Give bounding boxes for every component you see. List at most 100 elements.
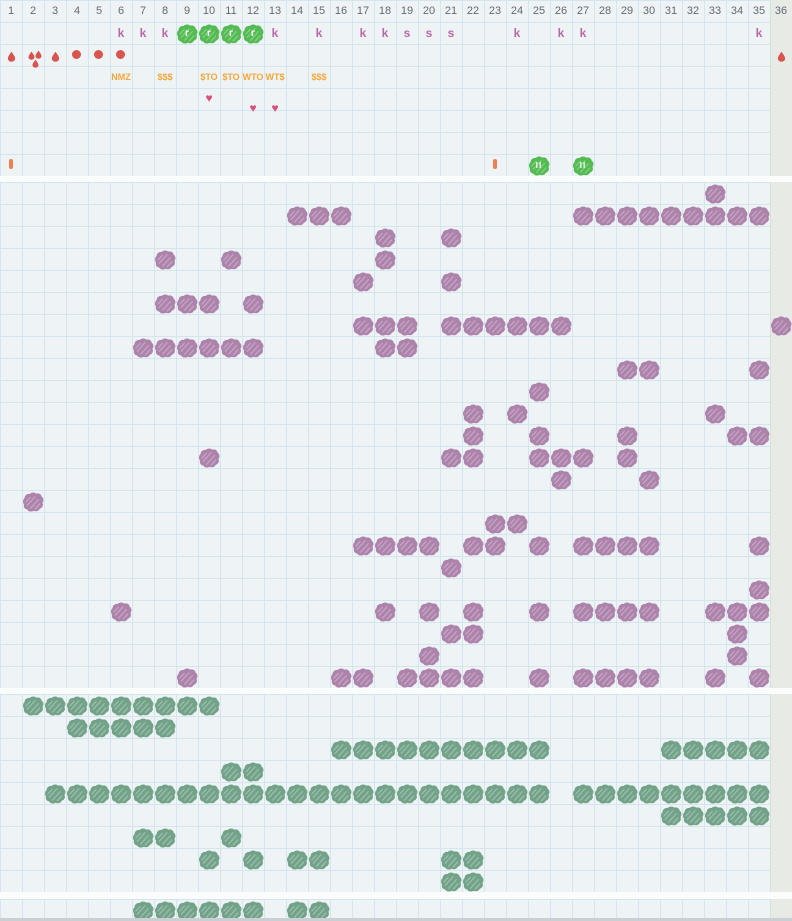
green-mark[interactable] xyxy=(133,718,154,738)
green-mark[interactable] xyxy=(639,784,660,804)
green-mark[interactable] xyxy=(111,718,132,738)
purple-mark[interactable] xyxy=(441,624,462,644)
purple-mark[interactable] xyxy=(749,580,770,600)
letter-mark[interactable]: s xyxy=(447,26,455,40)
green-mark[interactable] xyxy=(573,784,594,804)
purple-mark[interactable] xyxy=(639,536,660,556)
purple-mark[interactable] xyxy=(243,294,264,314)
purple-mark[interactable] xyxy=(529,536,550,556)
green-mark[interactable] xyxy=(375,784,396,804)
green-mark[interactable] xyxy=(749,740,770,760)
purple-mark[interactable] xyxy=(155,250,176,270)
drop-mark[interactable] xyxy=(51,49,60,60)
dot-mark[interactable] xyxy=(72,50,81,59)
purple-mark[interactable] xyxy=(749,536,770,556)
purple-mark[interactable] xyxy=(155,338,176,358)
purple-mark[interactable] xyxy=(441,448,462,468)
purple-mark[interactable] xyxy=(749,206,770,226)
green-mark[interactable] xyxy=(727,740,748,760)
drop-mark[interactable] xyxy=(777,49,786,60)
green-mark[interactable] xyxy=(45,696,66,716)
green-mark[interactable] xyxy=(331,740,352,760)
purple-mark[interactable] xyxy=(551,316,572,336)
green-mark[interactable] xyxy=(111,696,132,716)
purple-mark[interactable] xyxy=(727,646,748,666)
purple-mark[interactable] xyxy=(727,206,748,226)
green-mark[interactable] xyxy=(155,696,176,716)
letter-mark[interactable]: k xyxy=(755,26,763,40)
purple-mark[interactable] xyxy=(441,316,462,336)
green-mark[interactable] xyxy=(89,784,110,804)
purple-mark[interactable] xyxy=(617,668,638,688)
green-mark[interactable] xyxy=(287,784,308,804)
purple-mark[interactable] xyxy=(529,448,550,468)
green-mark[interactable] xyxy=(331,784,352,804)
purple-mark[interactable] xyxy=(397,668,418,688)
green-mark[interactable] xyxy=(463,872,484,892)
green-stamp-mark[interactable]: r xyxy=(221,24,242,44)
purple-mark[interactable] xyxy=(617,360,638,380)
purple-mark[interactable] xyxy=(595,206,616,226)
purple-mark[interactable] xyxy=(705,206,726,226)
purple-mark[interactable] xyxy=(639,206,660,226)
green-mark[interactable] xyxy=(463,850,484,870)
letter-mark[interactable]: k xyxy=(557,26,565,40)
purple-mark[interactable] xyxy=(463,426,484,446)
green-mark[interactable] xyxy=(375,740,396,760)
purple-mark[interactable] xyxy=(661,206,682,226)
green-mark[interactable] xyxy=(683,784,704,804)
green-mark[interactable] xyxy=(419,784,440,804)
green-mark[interactable] xyxy=(485,784,506,804)
purple-mark[interactable] xyxy=(441,272,462,292)
green-mark[interactable] xyxy=(111,784,132,804)
purple-mark[interactable] xyxy=(199,338,220,358)
purple-mark[interactable] xyxy=(529,602,550,622)
green-mark[interactable] xyxy=(683,740,704,760)
purple-mark[interactable] xyxy=(155,294,176,314)
purple-mark[interactable] xyxy=(177,294,198,314)
purple-mark[interactable] xyxy=(639,602,660,622)
green-mark[interactable] xyxy=(705,806,726,826)
purple-mark[interactable] xyxy=(595,668,616,688)
purple-mark[interactable] xyxy=(617,206,638,226)
purple-mark[interactable] xyxy=(375,250,396,270)
purple-mark[interactable] xyxy=(221,250,242,270)
purple-mark[interactable] xyxy=(485,316,506,336)
green-mark[interactable] xyxy=(507,784,528,804)
purple-mark[interactable] xyxy=(177,668,198,688)
purple-mark[interactable] xyxy=(529,426,550,446)
purple-mark[interactable] xyxy=(705,404,726,424)
green-mark[interactable] xyxy=(133,828,154,848)
green-mark[interactable] xyxy=(155,784,176,804)
purple-mark[interactable] xyxy=(463,624,484,644)
purple-mark[interactable] xyxy=(353,668,374,688)
drop-mark[interactable] xyxy=(35,46,42,55)
green-mark[interactable] xyxy=(23,696,44,716)
green-mark[interactable] xyxy=(199,696,220,716)
green-mark[interactable] xyxy=(441,850,462,870)
purple-mark[interactable] xyxy=(617,448,638,468)
letter-mark[interactable]: k xyxy=(271,26,279,40)
drop-mark[interactable] xyxy=(7,49,16,60)
dot-mark[interactable] xyxy=(116,50,125,59)
green-mark[interactable] xyxy=(529,784,550,804)
heart-mark[interactable]: ♥ xyxy=(249,101,257,115)
purple-mark[interactable] xyxy=(749,360,770,380)
purple-mark[interactable] xyxy=(507,316,528,336)
green-stamp-mark[interactable]: r xyxy=(243,24,264,44)
purple-mark[interactable] xyxy=(507,404,528,424)
letter-mark[interactable]: k xyxy=(359,26,367,40)
green-stamp-mark[interactable]: r xyxy=(199,24,220,44)
purple-mark[interactable] xyxy=(573,206,594,226)
purple-mark[interactable] xyxy=(375,316,396,336)
purple-mark[interactable] xyxy=(463,316,484,336)
green-mark[interactable] xyxy=(705,784,726,804)
green-mark[interactable] xyxy=(353,784,374,804)
green-mark[interactable] xyxy=(463,740,484,760)
green-mark[interactable] xyxy=(661,740,682,760)
green-mark[interactable] xyxy=(177,696,198,716)
purple-mark[interactable] xyxy=(529,668,550,688)
purple-mark[interactable] xyxy=(727,624,748,644)
green-mark[interactable] xyxy=(353,740,374,760)
purple-mark[interactable] xyxy=(331,206,352,226)
